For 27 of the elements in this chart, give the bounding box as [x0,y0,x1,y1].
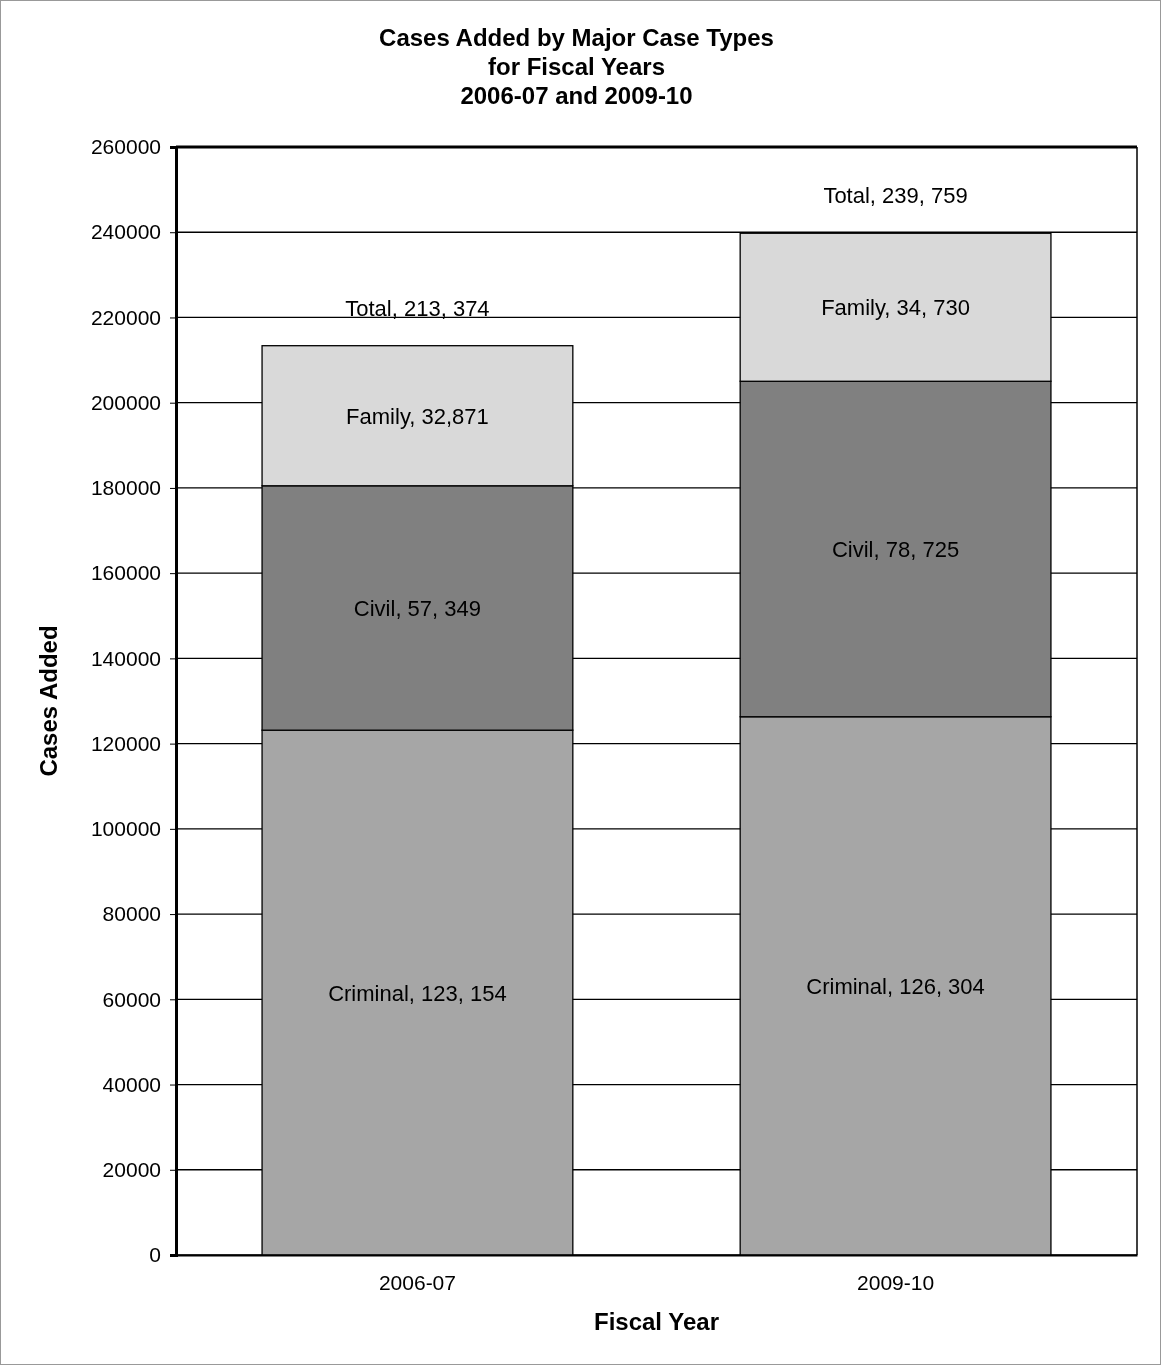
y-tick-label: 120000 [90,731,161,755]
data-label: Criminal, 126, 304 [806,973,985,999]
y-tick-label: 160000 [90,561,161,585]
y-tick-label: 60000 [102,987,161,1011]
data-label: Family, 32,871 [346,403,489,429]
total-label: Total, 213, 374 [345,295,490,321]
y-tick-label: 0 [149,1243,161,1267]
y-tick-label: 100000 [90,817,161,841]
y-tick-label: 20000 [102,1157,161,1181]
data-label: Family, 34, 730 [821,295,970,321]
x-tick-label: 2009-10 [857,1270,935,1294]
x-tick-label: 2006-07 [378,1270,456,1294]
y-tick-label: 140000 [90,646,161,670]
x-axis-title: Fiscal Year [594,1308,719,1335]
total-label: Total, 239, 759 [823,183,968,209]
y-tick-label: 80000 [102,902,161,926]
y-axis-title: Cases Added [35,625,62,777]
data-label: Civil, 57, 349 [353,595,482,621]
y-tick-label: 240000 [90,220,161,244]
y-tick-label: 40000 [102,1072,161,1096]
data-label: Criminal, 123, 154 [328,980,507,1006]
y-tick-label: 200000 [90,390,161,414]
y-tick-label: 260000 [90,135,161,159]
y-tick-label: 220000 [90,305,161,329]
chart-title: Cases Added by Major Case Types for Fiscal Years 2006-07 and 2009-10 [379,24,774,109]
data-label: Civil, 78, 725 [831,537,960,563]
y-tick-label: 180000 [90,476,161,500]
